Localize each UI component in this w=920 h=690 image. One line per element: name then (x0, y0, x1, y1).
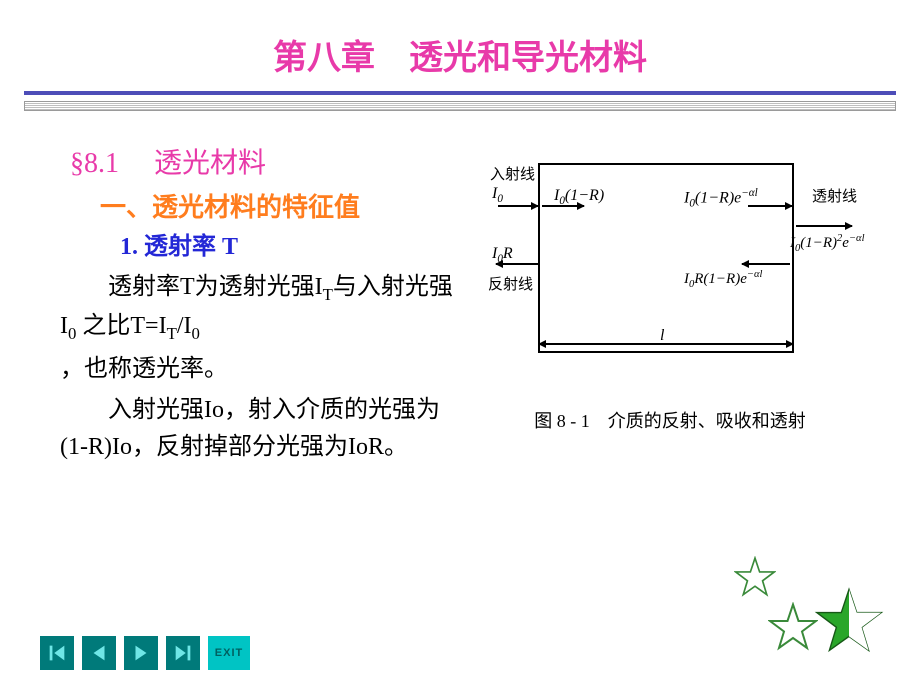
i0-arrow (498, 205, 538, 207)
i0r-1mr-eal-label: I0R(1−R)e−αl (684, 269, 762, 290)
incident-line-label: 入射线 (490, 163, 535, 184)
exit-button[interactable]: EXIT (208, 636, 250, 670)
i0r-label: I0R (492, 245, 513, 265)
next-button[interactable] (124, 636, 158, 670)
paragraph-1: 透射率T为透射光强IT与入射光强I0 之比T=IT/I0 (60, 269, 460, 347)
nav-button-bar: EXIT (40, 636, 250, 670)
chapter-title: 第八章 透光和导光材料 (0, 30, 920, 79)
transmitted-arrow (796, 225, 852, 227)
length-label: l (660, 327, 664, 345)
hr-top (24, 91, 896, 95)
star-decoration (724, 546, 894, 676)
subheading-2: 1. 透射率 T (120, 226, 460, 261)
first-icon (46, 642, 68, 664)
i0-1mr2-eal-label: I0(1−R)2e−αl (790, 233, 864, 254)
star-icon-medium (768, 602, 818, 652)
transmitted-line-label: 透射线 (812, 185, 857, 206)
section-heading: §8.1 透光材料 (70, 141, 460, 181)
subheading-1: 一、透光材料的特征值 (100, 187, 460, 224)
figure-column: 入射线 I0 I0(1−R) I0(1−R)e−αl 透射线 I0(1−R)2e… (460, 135, 880, 470)
slide: 第八章 透光和导光材料 §8.1 透光材料 一、透光材料的特征值 1. 透射率 … (0, 0, 920, 690)
i0-1mr-label: I0(1−R) (554, 187, 604, 207)
title-underline (24, 91, 896, 111)
paragraph-1b: ，也称透光率。 (60, 351, 460, 388)
length-dim-line (538, 343, 794, 345)
i0-label: I0 (492, 185, 503, 205)
reflected-line-label: 反射线 (488, 273, 533, 294)
star-icon-small (734, 556, 776, 598)
i0-1mr-eal-label: I0(1−R)e−αl (684, 187, 758, 210)
next-icon (130, 642, 152, 664)
figure-caption: 图 8 - 1 介质的反射、吸收和透射 (460, 407, 880, 433)
last-button[interactable] (166, 636, 200, 670)
para1-part1: 透射率T为透射光强IT与入射光强I0 之比T=IT/I0 (60, 274, 453, 339)
paragraph-2: 入射光强Io，射入介质的光强为(1-R)Io，反射掉部分光强为IoR。 (60, 392, 460, 466)
i0r-1mr-eal-arrow (742, 263, 790, 265)
prev-icon (88, 642, 110, 664)
star-icon-large (814, 586, 884, 656)
dim-arrow-right (786, 340, 794, 348)
content-row: §8.1 透光材料 一、透光材料的特征值 1. 透射率 T 透射率T为透射光强I… (0, 135, 920, 470)
dim-arrow-left (538, 340, 546, 348)
first-button[interactable] (40, 636, 74, 670)
last-icon (172, 642, 194, 664)
diagram: 入射线 I0 I0(1−R) I0(1−R)e−αl 透射线 I0(1−R)2e… (460, 163, 870, 393)
hr-bottom (24, 101, 896, 111)
text-column: §8.1 透光材料 一、透光材料的特征值 1. 透射率 T 透射率T为透射光强I… (60, 135, 460, 470)
prev-button[interactable] (82, 636, 116, 670)
